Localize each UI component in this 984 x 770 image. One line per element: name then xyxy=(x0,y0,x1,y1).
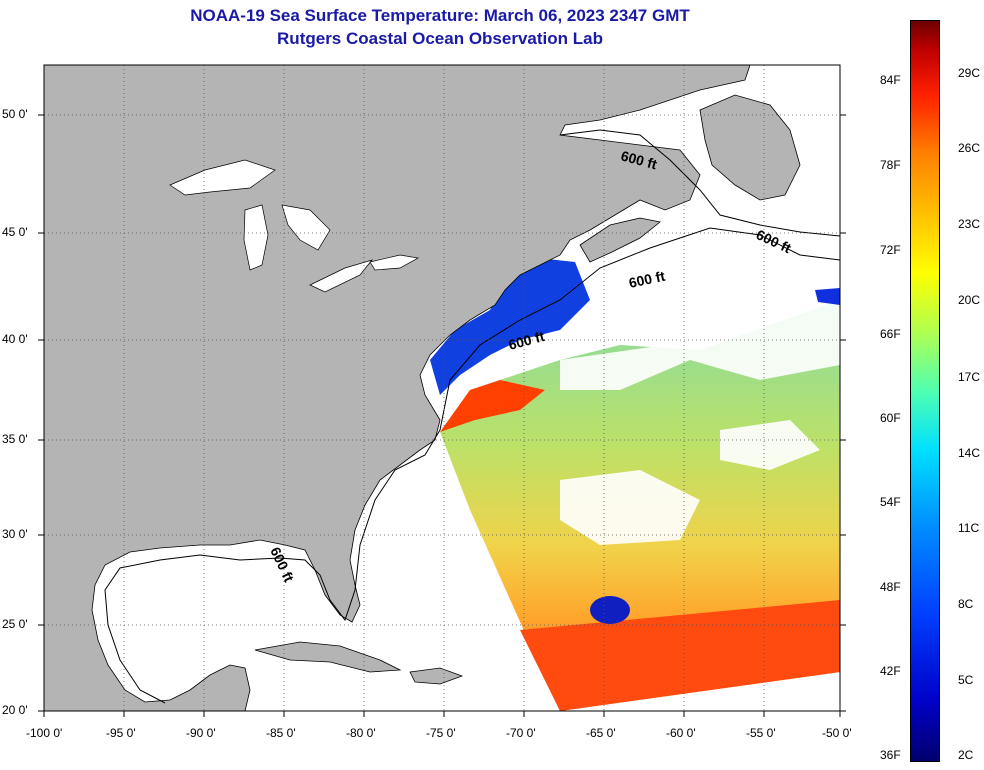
longitude-label: -100 0' xyxy=(26,726,63,740)
north-america-land xyxy=(44,65,751,711)
colorbar-label-f: 78F xyxy=(880,158,901,172)
cold-water-offshore-ne xyxy=(815,288,840,305)
latitude-label: 30 0' xyxy=(2,527,28,541)
colorbar-label-c: 26C xyxy=(958,141,981,155)
lake-superior xyxy=(169,159,276,196)
longitude-label: -70 0' xyxy=(506,726,536,740)
chart-title: NOAA-19 Sea Surface Temperature: March 0… xyxy=(190,6,690,25)
longitude-label: -90 0' xyxy=(186,726,216,740)
colorbar-label-f: 36F xyxy=(880,748,901,762)
nova-scotia-land xyxy=(579,217,661,263)
chart-subtitle: Rutgers Coastal Ocean Observation Lab xyxy=(277,29,603,48)
longitude-label: -55 0' xyxy=(746,726,776,740)
temperature-colorbar xyxy=(910,20,940,762)
colorbar-label-c: 2C xyxy=(958,748,974,762)
longitude-label: -85 0' xyxy=(266,726,296,740)
colorbar-label-f: 42F xyxy=(880,664,901,678)
cold-eddy xyxy=(590,596,630,624)
latitude-label: 35 0' xyxy=(2,432,28,446)
colorbar-label-c: 8C xyxy=(958,597,974,611)
colorbar-label-c: 17C xyxy=(958,370,981,384)
latitude-label: 50 0' xyxy=(2,107,28,121)
latitude-label: 20 0' xyxy=(2,703,28,717)
warm-band-south xyxy=(520,600,840,711)
lake-ontario xyxy=(369,254,420,271)
lake-erie xyxy=(309,259,373,293)
lake-huron xyxy=(281,204,331,251)
colorbar-label-c: 11C xyxy=(958,521,980,535)
colorbar-label-f: 84F xyxy=(880,73,901,87)
latitude-label: 45 0' xyxy=(2,225,28,239)
colorbar-label-f: 48F xyxy=(880,580,901,594)
axis-ticks xyxy=(38,114,846,717)
colorbar-label-f: 60F xyxy=(880,411,901,425)
contour-label-gulf-maine: 600 ft xyxy=(627,268,666,291)
longitude-label: -50 0' xyxy=(822,726,852,740)
latitude-label: 25 0' xyxy=(2,617,28,631)
gulf-stream-warm xyxy=(440,380,545,432)
graticule xyxy=(44,65,840,711)
cuba-land xyxy=(254,641,402,673)
newfoundland-land xyxy=(699,94,801,201)
colorbar-label-f: 72F xyxy=(880,243,901,257)
cold-water-nearshore xyxy=(430,255,590,395)
lake-michigan xyxy=(243,204,269,271)
colorbar-label-c: 5C xyxy=(958,673,974,687)
colorbar-label-f: 54F xyxy=(880,495,901,509)
cloud-cover xyxy=(560,300,840,545)
longitude-label: -65 0' xyxy=(586,726,616,740)
colorbar-label-c: 29C xyxy=(958,66,981,80)
isobath-600ft xyxy=(104,227,840,704)
colorbar-label-c: 20C xyxy=(958,293,981,307)
colorbar-label-f: 66F xyxy=(880,327,901,341)
latitude-label: 40 0' xyxy=(2,332,28,346)
longitude-label: -80 0' xyxy=(346,726,376,740)
longitude-label: -60 0' xyxy=(666,726,696,740)
longitude-label: -95 0' xyxy=(106,726,136,740)
map-frame xyxy=(43,64,841,712)
colorbar-label-c: 14C xyxy=(958,446,981,460)
isobath-600ft-north xyxy=(559,129,840,237)
colorbar-label-c: 23C xyxy=(958,217,981,231)
hispaniola-land xyxy=(409,667,464,685)
longitude-label: -75 0' xyxy=(426,726,456,740)
